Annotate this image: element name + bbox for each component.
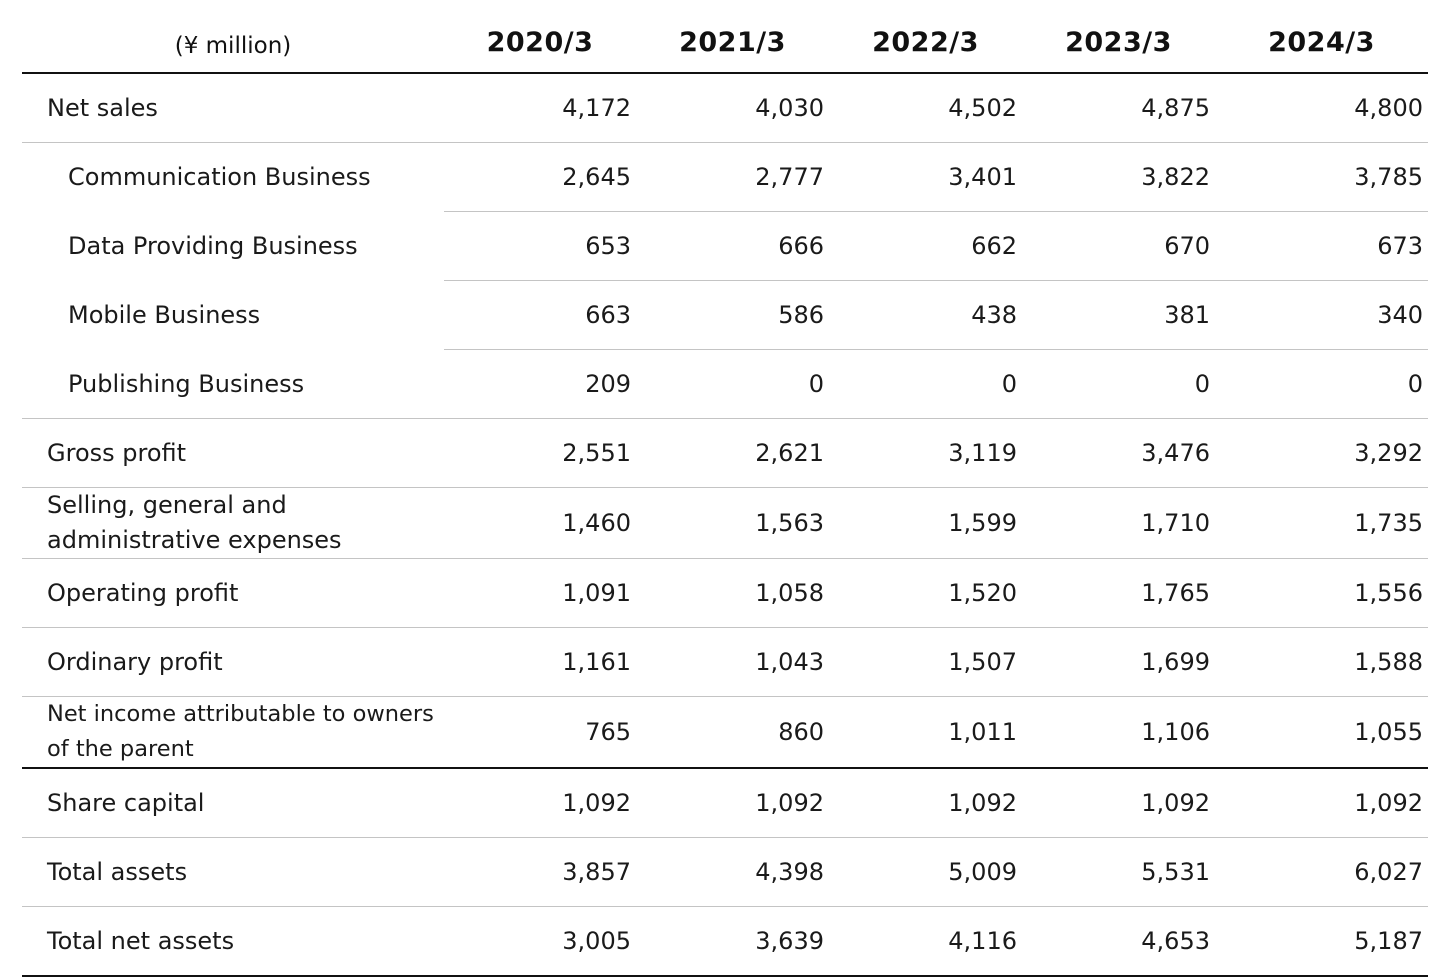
cell-value: 4,116	[829, 906, 1022, 977]
cell-value: 2,777	[636, 142, 829, 212]
cell-value: 1,588	[1215, 627, 1428, 697]
row-label: Total assets	[22, 837, 444, 907]
financial-summary-table: (¥ million) 2020/3 2021/3 2022/3 2023/3 …	[22, 10, 1428, 977]
cell-value: 2,645	[444, 142, 636, 212]
row-net-sales: Net sales 4,172 4,030 4,502 4,875 4,800	[22, 73, 1428, 143]
cell-value: 3,476	[1022, 418, 1215, 488]
cell-value: 666	[636, 211, 829, 281]
row-label: Operating profit	[22, 558, 444, 628]
cell-value: 6,027	[1215, 837, 1428, 907]
cell-value: 1,507	[829, 627, 1022, 697]
cell-value: 340	[1215, 280, 1428, 350]
cell-value: 1,599	[829, 487, 1022, 559]
row-label: Net income attributable to owners of the…	[22, 696, 444, 769]
cell-value: 653	[444, 211, 636, 281]
cell-value: 1,106	[1022, 696, 1215, 769]
cell-value: 1,011	[829, 696, 1022, 769]
cell-value: 0	[1022, 349, 1215, 419]
row-net-income: Net income attributable to owners of the…	[22, 696, 1428, 769]
row-label: Communication Business	[68, 163, 371, 192]
cell-value: 662	[829, 211, 1022, 281]
cell-value: 2,621	[636, 418, 829, 488]
row-label: Publishing Business	[22, 349, 444, 419]
row-label: Mobile Business	[68, 301, 261, 329]
cell-value: 4,398	[636, 837, 829, 907]
cell-value: 1,092	[1022, 768, 1215, 838]
cell-value: 4,172	[444, 73, 636, 143]
cell-value: 3,292	[1215, 418, 1428, 488]
cell-value: 860	[636, 696, 829, 769]
cell-value: 663	[444, 280, 636, 350]
cell-value: 4,502	[829, 73, 1022, 143]
cell-value: 381	[1022, 280, 1215, 350]
cell-value: 1,563	[636, 487, 829, 559]
row-label: Selling, general and administrative expe…	[22, 487, 444, 559]
cell-value: 1,556	[1215, 558, 1428, 628]
row-operating-profit: Operating profit 1,091 1,058 1,520 1,765…	[22, 558, 1428, 628]
row-mobile-business: Mobile Business 663 586 438 381 340	[22, 280, 1428, 350]
cell-value: 3,005	[444, 906, 636, 977]
row-communication-business: Communication Business 2,645 2,777 3,401…	[22, 142, 1428, 212]
cell-value: 3,119	[829, 418, 1022, 488]
row-publishing-business: Publishing Business 209 0 0 0 0	[22, 349, 1428, 419]
row-share-capital: Share capital 1,092 1,092 1,092 1,092 1,…	[22, 768, 1428, 838]
row-label: Data Providing Business	[68, 232, 358, 260]
year-header-2021: 2021/3	[636, 10, 829, 74]
cell-value: 4,800	[1215, 73, 1428, 143]
cell-value: 1,460	[444, 487, 636, 559]
cell-value: 3,785	[1215, 142, 1428, 212]
cell-value: 3,639	[636, 906, 829, 977]
header-row: (¥ million) 2020/3 2021/3 2022/3 2023/3 …	[22, 10, 1428, 74]
cell-value: 1,055	[1215, 696, 1428, 769]
year-header-2024: 2024/3	[1215, 10, 1428, 74]
cell-value: 1,710	[1022, 487, 1215, 559]
cell-value: 5,009	[829, 837, 1022, 907]
cell-value: 1,092	[636, 768, 829, 838]
row-sga-expenses: Selling, general and administrative expe…	[22, 487, 1428, 559]
cell-value: 209	[444, 349, 636, 419]
cell-value: 0	[636, 349, 829, 419]
year-header-2023: 2023/3	[1022, 10, 1215, 74]
row-label: Gross profit	[22, 418, 444, 488]
cell-value: 1,520	[829, 558, 1022, 628]
cell-value: 670	[1022, 211, 1215, 281]
row-label: Share capital	[22, 768, 444, 838]
cell-value: 1,092	[829, 768, 1022, 838]
cell-value: 1,092	[444, 768, 636, 838]
cell-value: 1,058	[636, 558, 829, 628]
cell-value: 1,765	[1022, 558, 1215, 628]
year-header-2022: 2022/3	[829, 10, 1022, 74]
unit-label: (¥ million)	[22, 10, 444, 74]
cell-value: 2,551	[444, 418, 636, 488]
cell-value: 4,653	[1022, 906, 1215, 977]
cell-value: 1,735	[1215, 487, 1428, 559]
cell-value: 3,857	[444, 837, 636, 907]
cell-value: 586	[636, 280, 829, 350]
cell-value: 4,875	[1022, 73, 1215, 143]
cell-value: 1,699	[1022, 627, 1215, 697]
row-total-net-assets: Total net assets 3,005 3,639 4,116 4,653…	[22, 906, 1428, 977]
cell-value: 0	[829, 349, 1022, 419]
row-total-assets: Total assets 3,857 4,398 5,009 5,531 6,0…	[22, 837, 1428, 907]
cell-value: 0	[1215, 349, 1428, 419]
cell-value: 438	[829, 280, 1022, 350]
year-header-2020: 2020/3	[444, 10, 636, 74]
cell-value: 1,043	[636, 627, 829, 697]
cell-value: 1,161	[444, 627, 636, 697]
row-gross-profit: Gross profit 2,551 2,621 3,119 3,476 3,2…	[22, 418, 1428, 488]
row-label: Total net assets	[22, 906, 444, 977]
cell-value: 3,401	[829, 142, 1022, 212]
cell-value: 3,822	[1022, 142, 1215, 212]
cell-value: 5,187	[1215, 906, 1428, 977]
row-data-providing-business: Data Providing Business 653 666 662 670 …	[22, 211, 1428, 281]
cell-value: 673	[1215, 211, 1428, 281]
row-label: Net sales	[22, 73, 444, 143]
cell-value: 1,092	[1215, 768, 1428, 838]
cell-value: 1,091	[444, 558, 636, 628]
cell-value: 765	[444, 696, 636, 769]
row-ordinary-profit: Ordinary profit 1,161 1,043 1,507 1,699 …	[22, 627, 1428, 697]
cell-value: 4,030	[636, 73, 829, 143]
row-label: Ordinary profit	[22, 627, 444, 697]
cell-value: 5,531	[1022, 837, 1215, 907]
